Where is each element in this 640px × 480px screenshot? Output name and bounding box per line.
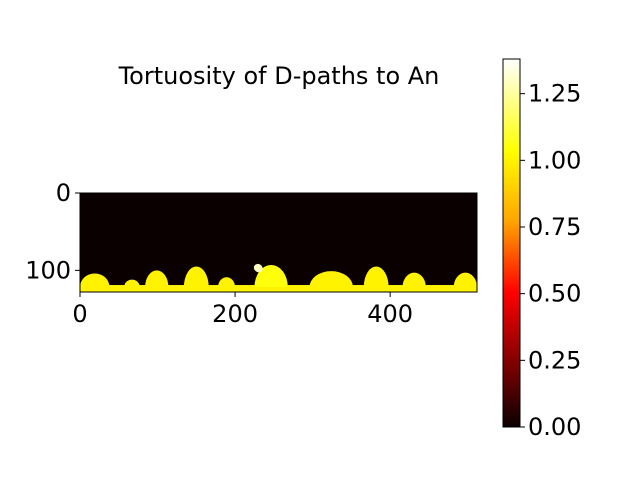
chart-title: Tortuosity of D-paths to An [118, 62, 440, 90]
heatmap-bump [363, 266, 389, 288]
heatmap-bump [254, 264, 288, 288]
axis-tick-label: 0 [72, 300, 87, 328]
x-axis-ticks: 0 200 400 [72, 292, 413, 328]
colorbar-frame [502, 58, 521, 428]
heatmap-bump [218, 277, 236, 288]
axis-tick-label: 0.25 [528, 346, 581, 374]
axis-tick-label: 0.50 [528, 280, 581, 308]
heatmap-bump [80, 273, 110, 288]
heatmap-bump [124, 279, 140, 288]
baseline-band [80, 285, 477, 292]
colorbar-ticks: 0.00 0.25 0.50 0.75 1.00 1.25 [520, 80, 581, 441]
axis-tick-label: 1.00 [528, 146, 581, 174]
colorbar: 0.00 0.25 0.50 0.75 1.00 1.25 [502, 58, 581, 441]
axis-tick-label: 100 [25, 256, 71, 284]
axis-tick-label: 200 [212, 300, 258, 328]
axis-tick-label: 0.00 [528, 413, 581, 441]
axis-tick-label: 400 [367, 300, 413, 328]
y-axis-ticks: 0 100 [25, 179, 80, 284]
heatmap-bump [183, 266, 209, 288]
axis-tick-label: 0 [56, 179, 71, 207]
colorbar-gradient [503, 59, 520, 427]
plot-frame [79, 192, 478, 293]
heatmap-bump [402, 272, 426, 288]
heatmap-bump [309, 271, 353, 288]
bright-patch [253, 263, 263, 273]
heatmap-bump [453, 272, 477, 288]
axis-tick-label: 0.75 [528, 213, 581, 241]
axis-tick-label: 1.25 [528, 80, 581, 108]
heatmap-bump [145, 270, 169, 288]
